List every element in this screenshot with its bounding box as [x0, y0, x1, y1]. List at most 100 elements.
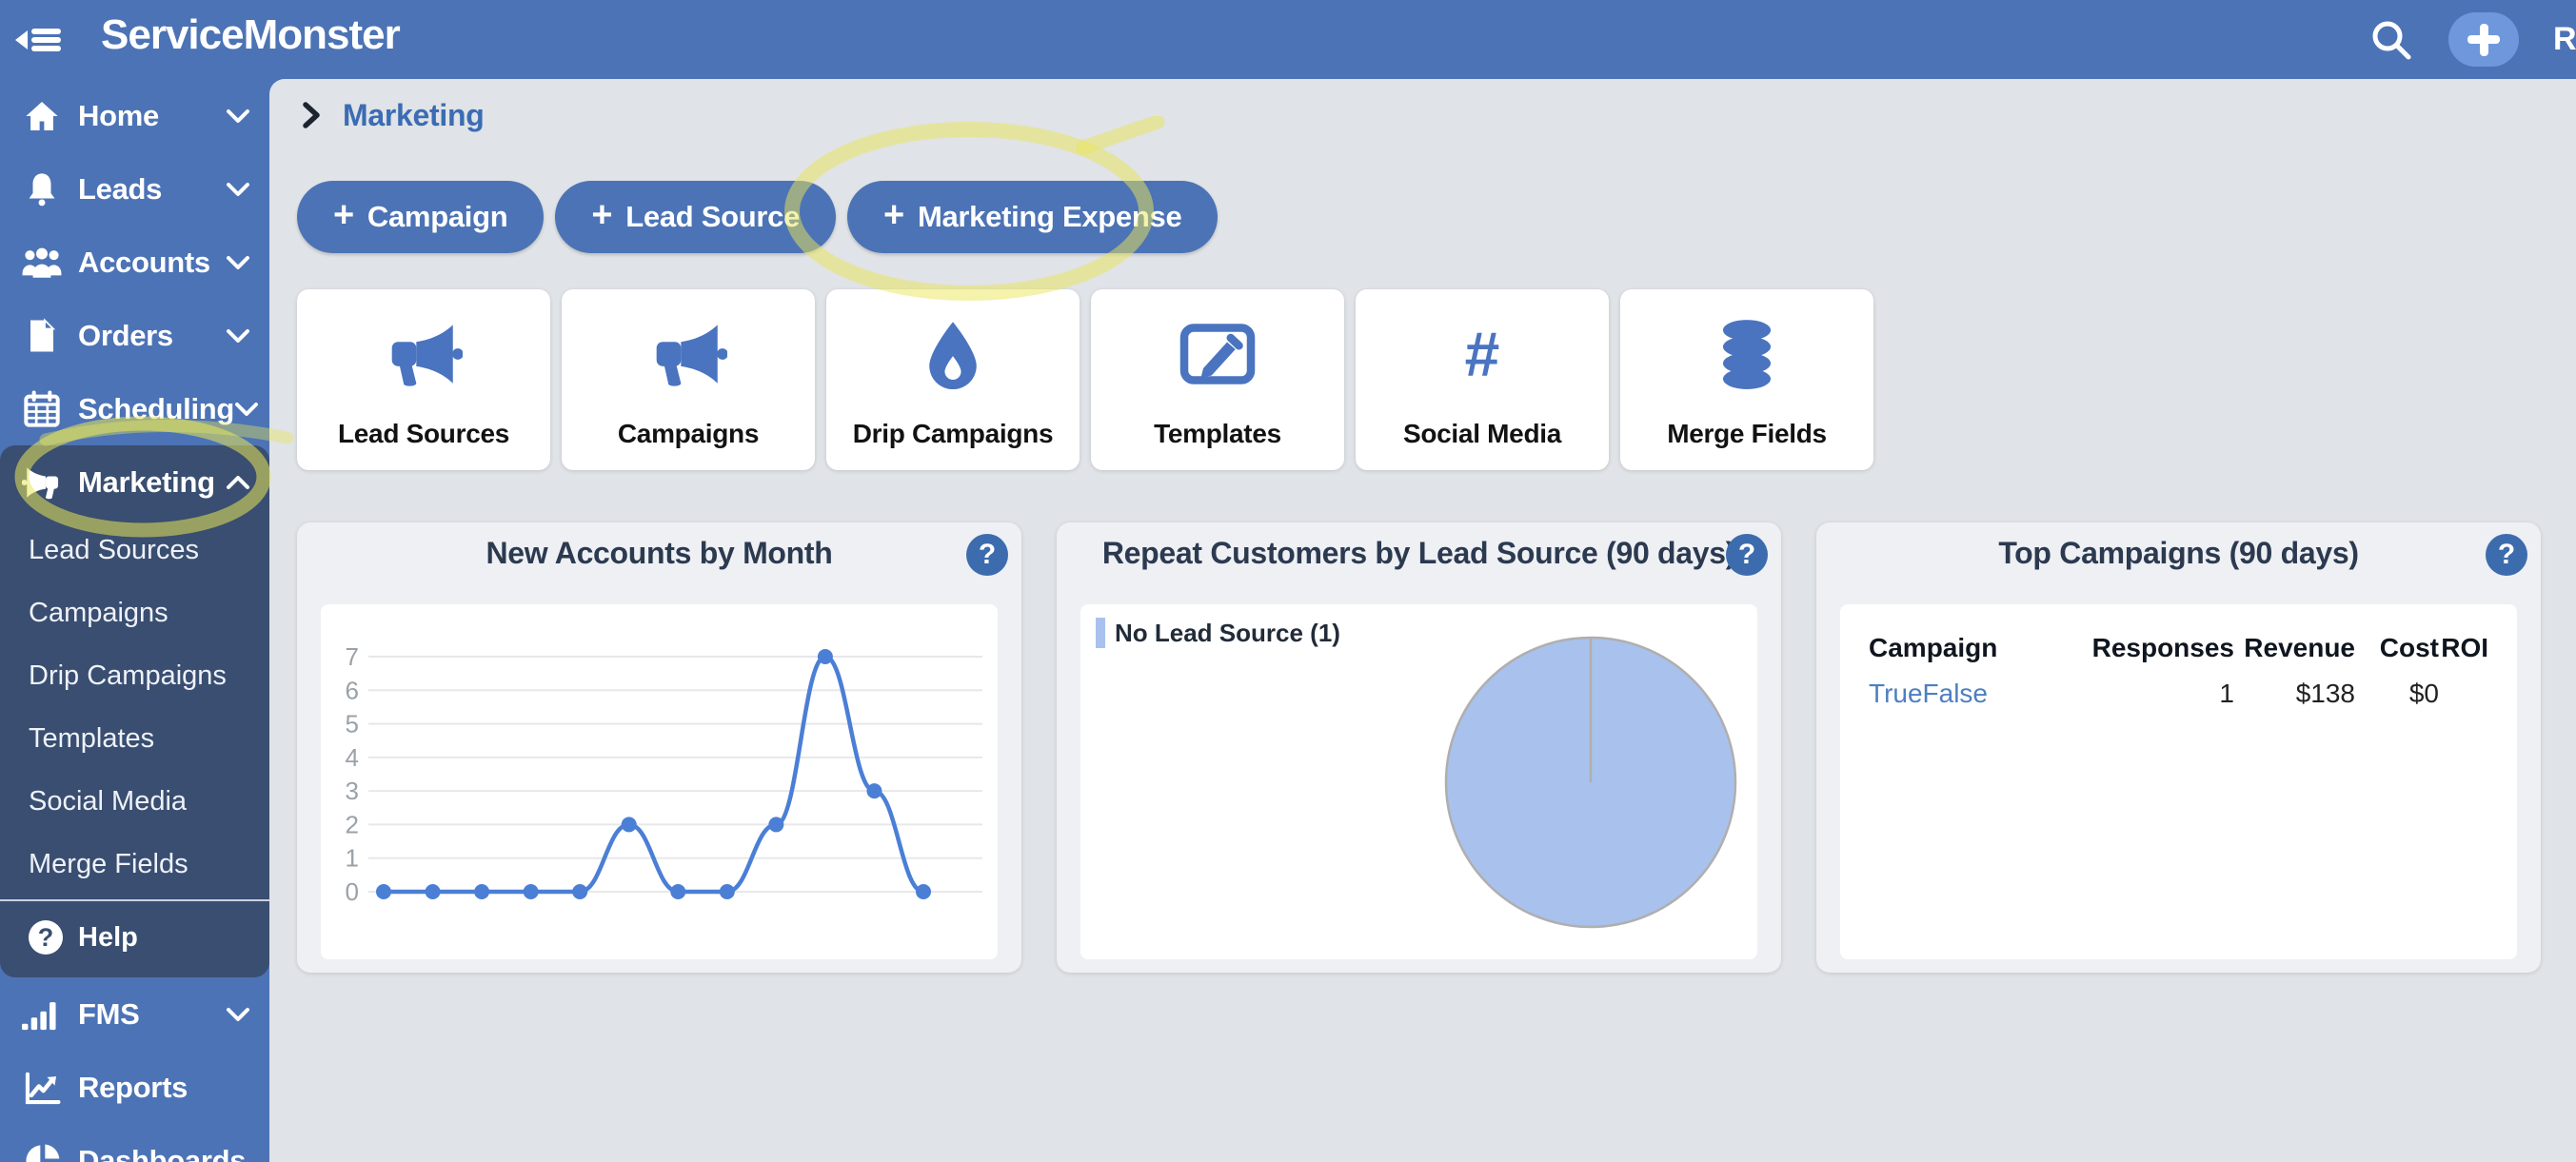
card-drip-campaigns[interactable]: Drip Campaigns: [826, 289, 1080, 470]
card-campaigns[interactable]: Campaigns: [562, 289, 815, 470]
table-cell: $0: [2408, 679, 2439, 708]
add-marketing-expense-button[interactable]: + Marketing Expense: [847, 181, 1219, 253]
card-templates[interactable]: Templates: [1091, 289, 1344, 470]
legend-label: No Lead Source (1): [1115, 618, 1340, 647]
sidebar-item-fms[interactable]: FMS: [0, 977, 269, 1051]
sidebar-item-help[interactable]: ? Help: [0, 903, 269, 972]
sidebar-item-leads[interactable]: Leads: [0, 152, 269, 226]
plus-icon: +: [333, 195, 354, 235]
hashtag-icon: #: [1464, 319, 1500, 389]
topbar: ServiceMonster Re: [0, 0, 2576, 79]
marketing-section: Marketing Lead Sources Campaigns Drip Ca…: [0, 445, 269, 977]
table-cell: $138: [2295, 679, 2355, 708]
svg-text:1: 1: [346, 844, 359, 873]
page-title[interactable]: Marketing: [343, 97, 485, 132]
sidebar-item-home[interactable]: Home: [0, 79, 269, 152]
sidebar-item-marketing[interactable]: Marketing: [0, 445, 269, 519]
megaphone-icon: [385, 316, 463, 392]
app-logo: ServiceMonster: [101, 11, 401, 58]
sidebar-item-accounts[interactable]: Accounts: [0, 226, 269, 299]
sidebar-item-dashboards[interactable]: Dashboards: [0, 1124, 269, 1162]
plus-icon: +: [883, 195, 904, 235]
sidebar-item-reports[interactable]: Reports: [0, 1051, 269, 1124]
droplet-icon: [919, 316, 987, 392]
svg-text:6: 6: [346, 676, 359, 704]
table-row: TrueFalse 1 $138 $0: [1869, 673, 2488, 715]
sidebar-subitem-templates[interactable]: Templates: [29, 722, 155, 754]
panel-title: Repeat Customers by Lead Source (90 days…: [1101, 536, 1736, 570]
svg-text:0: 0: [346, 877, 359, 906]
help-icon[interactable]: ?: [1726, 534, 1768, 576]
signal-bars-icon: [21, 995, 63, 1034]
plus-icon: +: [591, 195, 613, 235]
panel-top-campaigns: Top Campaigns (90 days) ? Campaign Respon…: [1816, 522, 2541, 973]
svg-text:3: 3: [346, 777, 359, 805]
chevron-down-icon: [226, 108, 250, 124]
column-header: Responses: [2091, 633, 2234, 662]
edit-template-icon: [1179, 316, 1256, 392]
legend-swatch: [1096, 618, 1105, 648]
chevron-down-icon: [226, 182, 250, 197]
sidebar-subitem-social-media[interactable]: Social Media: [29, 785, 188, 817]
home-icon: [21, 97, 63, 135]
chevron-down-icon: [234, 402, 259, 417]
column-header: Cost: [2379, 633, 2439, 662]
sidebar-subitem-campaigns[interactable]: Campaigns: [29, 597, 168, 628]
dashboard-panels: New Accounts by Month ? 0 1 2 3 4 5 6 7 Repeat …: [297, 522, 2576, 973]
card-social-media[interactable]: # Social Media: [1356, 289, 1609, 470]
sidebar-subitem-lead-sources[interactable]: Lead Sources: [29, 534, 199, 565]
campaigns-table: Campaign Responses Revenue Cost ROI TrueFalse…: [1840, 604, 2517, 959]
card-lead-sources[interactable]: Lead Sources: [297, 289, 550, 470]
sidebar-subitem-merge-fields[interactable]: Merge Fields: [29, 848, 188, 879]
pie-legend: No Lead Source (1): [1096, 618, 1340, 648]
users-icon: [21, 244, 63, 282]
question-circle-icon: ?: [29, 920, 63, 955]
panel-repeat-customers: Repeat Customers by Lead Source (90 days…: [1057, 522, 1781, 973]
column-header: Revenue: [2244, 633, 2355, 662]
column-header: Campaign: [1869, 633, 1998, 662]
main-content: Marketing + Campaign + Lead Source + Mar…: [269, 79, 2576, 1162]
add-button[interactable]: [2448, 12, 2519, 67]
column-header: ROI: [2441, 633, 2488, 662]
sidebar-divider: [0, 899, 269, 901]
sidebar: Home Leads Accounts: [0, 79, 269, 1162]
sidebar-item-scheduling[interactable]: Scheduling: [0, 372, 269, 445]
add-lead-source-button[interactable]: + Lead Source: [555, 181, 837, 253]
user-menu[interactable]: Re: [2553, 21, 2576, 57]
document-icon: [21, 317, 63, 355]
table-cell: 1: [2219, 679, 2234, 708]
campaign-link[interactable]: TrueFalse: [1869, 679, 1989, 708]
chevron-down-icon: [226, 328, 250, 344]
breadcrumb-chevron-icon: [301, 102, 322, 128]
chevron-down-icon: [226, 255, 250, 270]
help-icon[interactable]: ?: [2486, 534, 2527, 576]
bell-icon: [21, 170, 63, 208]
collapse-menu-icon[interactable]: [15, 21, 63, 59]
line-chart: 0 1 2 3 4 5 6 7: [321, 604, 998, 959]
card-merge-fields[interactable]: Merge Fields: [1620, 289, 1873, 470]
sidebar-item-orders[interactable]: Orders: [0, 299, 269, 372]
svg-text:4: 4: [346, 743, 359, 772]
pie-chart-icon: [21, 1142, 63, 1162]
megaphone-icon: [649, 316, 727, 392]
chevron-down-icon: [226, 1007, 250, 1022]
action-buttons: + Campaign + Lead Source + Marketing Exp…: [297, 181, 2576, 253]
trend-chart-icon: [21, 1069, 63, 1107]
shortcut-cards: Lead Sources Campaigns Drip Campaigns: [297, 289, 2576, 470]
sidebar-subitem-drip-campaigns[interactable]: Drip Campaigns: [29, 660, 227, 691]
calendar-icon: [21, 390, 63, 428]
pie-chart: No Lead Source (1): [1080, 604, 1757, 959]
svg-text:5: 5: [346, 710, 359, 739]
add-campaign-button[interactable]: + Campaign: [297, 181, 545, 253]
svg-text:7: 7: [346, 642, 359, 671]
search-icon[interactable]: [2368, 17, 2414, 63]
chevron-up-icon: [226, 475, 250, 490]
help-icon[interactable]: ?: [966, 534, 1008, 576]
panel-title: New Accounts by Month: [485, 536, 833, 570]
panel-title: Top Campaigns (90 days): [1998, 536, 2359, 570]
megaphone-icon: [21, 463, 63, 502]
database-icon: [1714, 316, 1780, 392]
breadcrumb: Marketing: [297, 96, 2576, 134]
panel-new-accounts: New Accounts by Month ? 0 1 2 3 4 5 6 7: [297, 522, 1021, 973]
